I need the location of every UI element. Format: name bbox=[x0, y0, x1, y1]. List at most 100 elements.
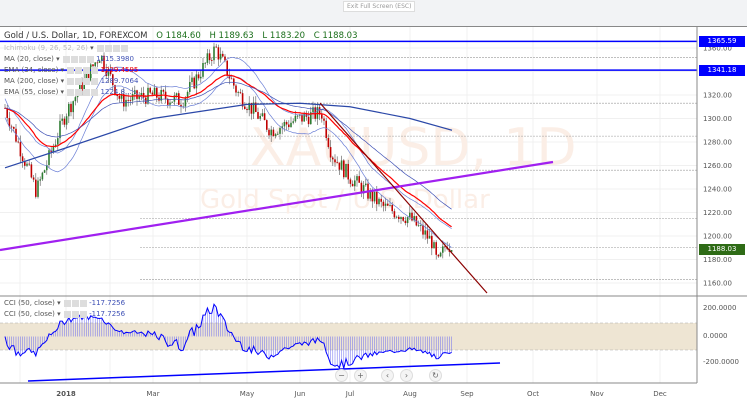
candle-body bbox=[237, 92, 239, 93]
visibility-icon[interactable] bbox=[63, 299, 71, 307]
close-icon[interactable] bbox=[86, 55, 94, 63]
symbol-title[interactable]: Gold / U.S. Dollar, 1D, FOREXCOM bbox=[4, 31, 148, 41]
cci-legend[interactable]: CCI (50, close) ▾ -117.7256 bbox=[4, 310, 126, 318]
more-icon[interactable] bbox=[83, 66, 91, 74]
more-icon[interactable] bbox=[83, 77, 91, 85]
candle-body bbox=[140, 92, 143, 97]
close-icon[interactable] bbox=[91, 66, 99, 74]
candle-body bbox=[371, 190, 374, 202]
candle-body bbox=[184, 97, 187, 107]
indicator-legend[interactable]: EMA (34, close) ▾ 1229.4595 bbox=[4, 66, 139, 74]
candle-body bbox=[244, 106, 246, 109]
candle-body bbox=[334, 159, 336, 163]
visibility-icon[interactable] bbox=[67, 66, 75, 74]
more-icon[interactable] bbox=[78, 55, 86, 63]
candle-body bbox=[85, 72, 88, 79]
candle-body bbox=[444, 246, 446, 248]
candle-body bbox=[239, 92, 242, 94]
candle-body bbox=[362, 185, 365, 194]
candle-body bbox=[323, 118, 325, 121]
candle-body bbox=[37, 180, 39, 197]
candle-body bbox=[387, 203, 389, 206]
candle-body bbox=[195, 74, 198, 89]
candle-body bbox=[373, 191, 376, 202]
close-icon[interactable] bbox=[91, 77, 99, 85]
candle-body bbox=[345, 163, 347, 178]
candle-body bbox=[173, 95, 176, 102]
cci-band bbox=[0, 323, 697, 350]
candle-body bbox=[294, 115, 297, 122]
candle-body bbox=[406, 217, 409, 224]
scroll-forward-button[interactable]: › bbox=[400, 369, 413, 382]
visibility-icon[interactable] bbox=[63, 310, 71, 318]
candle-body bbox=[186, 91, 189, 98]
indicator-label: MA (20, close) bbox=[4, 55, 54, 63]
indicator-label: EMA (34, close) bbox=[4, 66, 59, 74]
more-icon[interactable] bbox=[112, 44, 120, 52]
settings-icon[interactable] bbox=[71, 310, 79, 318]
candle-body bbox=[318, 107, 321, 115]
candle-body bbox=[250, 102, 253, 114]
settings-icon[interactable] bbox=[75, 66, 83, 74]
visibility-icon[interactable] bbox=[67, 77, 75, 85]
indicator-legend[interactable]: Ichimoku (9, 26, 52, 26) ▾ bbox=[4, 44, 128, 52]
price-tick-label: 1320.00 bbox=[703, 92, 732, 100]
candle-body bbox=[125, 99, 127, 107]
close-icon[interactable] bbox=[79, 310, 87, 318]
cci-legend[interactable]: CCI (50, close) ▾ -117.7256 bbox=[4, 299, 126, 307]
close-icon[interactable] bbox=[120, 44, 128, 52]
reset-chart-button[interactable]: ↻ bbox=[429, 369, 442, 382]
zoom-in-button[interactable]: + bbox=[354, 369, 367, 382]
time-tick-label: May bbox=[240, 390, 254, 398]
close-icon[interactable] bbox=[91, 88, 99, 96]
close-icon[interactable] bbox=[79, 299, 87, 307]
candle-body bbox=[208, 53, 211, 61]
ma200-line bbox=[4, 102, 453, 169]
candle-body bbox=[74, 97, 77, 102]
candle-body bbox=[354, 180, 356, 187]
candle-body bbox=[180, 104, 182, 107]
candle-body bbox=[101, 55, 103, 61]
candle-body bbox=[402, 217, 404, 221]
candle-body bbox=[158, 97, 160, 101]
settings-icon[interactable] bbox=[104, 44, 112, 52]
candle-body bbox=[230, 78, 233, 80]
candle-body bbox=[450, 250, 453, 252]
exit-fullscreen-button[interactable]: Exit Full Screen (ESC) bbox=[343, 1, 416, 12]
zoom-out-button[interactable]: − bbox=[335, 369, 348, 382]
visibility-icon[interactable] bbox=[96, 44, 104, 52]
candle-body bbox=[303, 113, 305, 122]
candle-body bbox=[57, 138, 59, 145]
indicator-legend[interactable]: MA (20, close) ▾ 1215.3980 bbox=[4, 55, 134, 63]
cci-tick-label: -200.0000 bbox=[703, 358, 739, 366]
visibility-icon[interactable] bbox=[67, 88, 75, 96]
candle-body bbox=[389, 204, 391, 206]
candle-body bbox=[112, 74, 114, 86]
settings-icon[interactable] bbox=[70, 55, 78, 63]
candle-body bbox=[191, 77, 193, 83]
time-tick-label: Jun bbox=[294, 390, 306, 398]
candle-body bbox=[63, 118, 66, 125]
visibility-icon[interactable] bbox=[62, 55, 70, 63]
candle-body bbox=[290, 122, 292, 128]
candle-body bbox=[94, 62, 96, 67]
trendlines bbox=[0, 40, 697, 294]
candle-body bbox=[400, 217, 402, 219]
indicator-legend[interactable]: EMA (55, close) ▾ 1224.8... bbox=[4, 88, 132, 96]
candle-body bbox=[222, 53, 224, 57]
candle-body bbox=[6, 108, 8, 118]
candle-body bbox=[393, 211, 396, 218]
settings-icon[interactable] bbox=[75, 77, 83, 85]
candle-body bbox=[197, 74, 200, 79]
time-axis: 2018 Mar May Jun Jul Aug Sep Oct Nov Dec bbox=[56, 390, 667, 398]
settings-icon[interactable] bbox=[75, 88, 83, 96]
settings-icon[interactable] bbox=[71, 299, 79, 307]
candle-body bbox=[340, 160, 343, 170]
scroll-back-button[interactable]: ‹ bbox=[381, 369, 394, 382]
more-icon[interactable] bbox=[83, 88, 91, 96]
indicator-legend[interactable]: MA (200, close) ▾ 1289.7064 bbox=[4, 77, 139, 85]
candle-body bbox=[26, 163, 28, 166]
candle-body bbox=[156, 87, 158, 98]
candle-body bbox=[235, 85, 237, 93]
